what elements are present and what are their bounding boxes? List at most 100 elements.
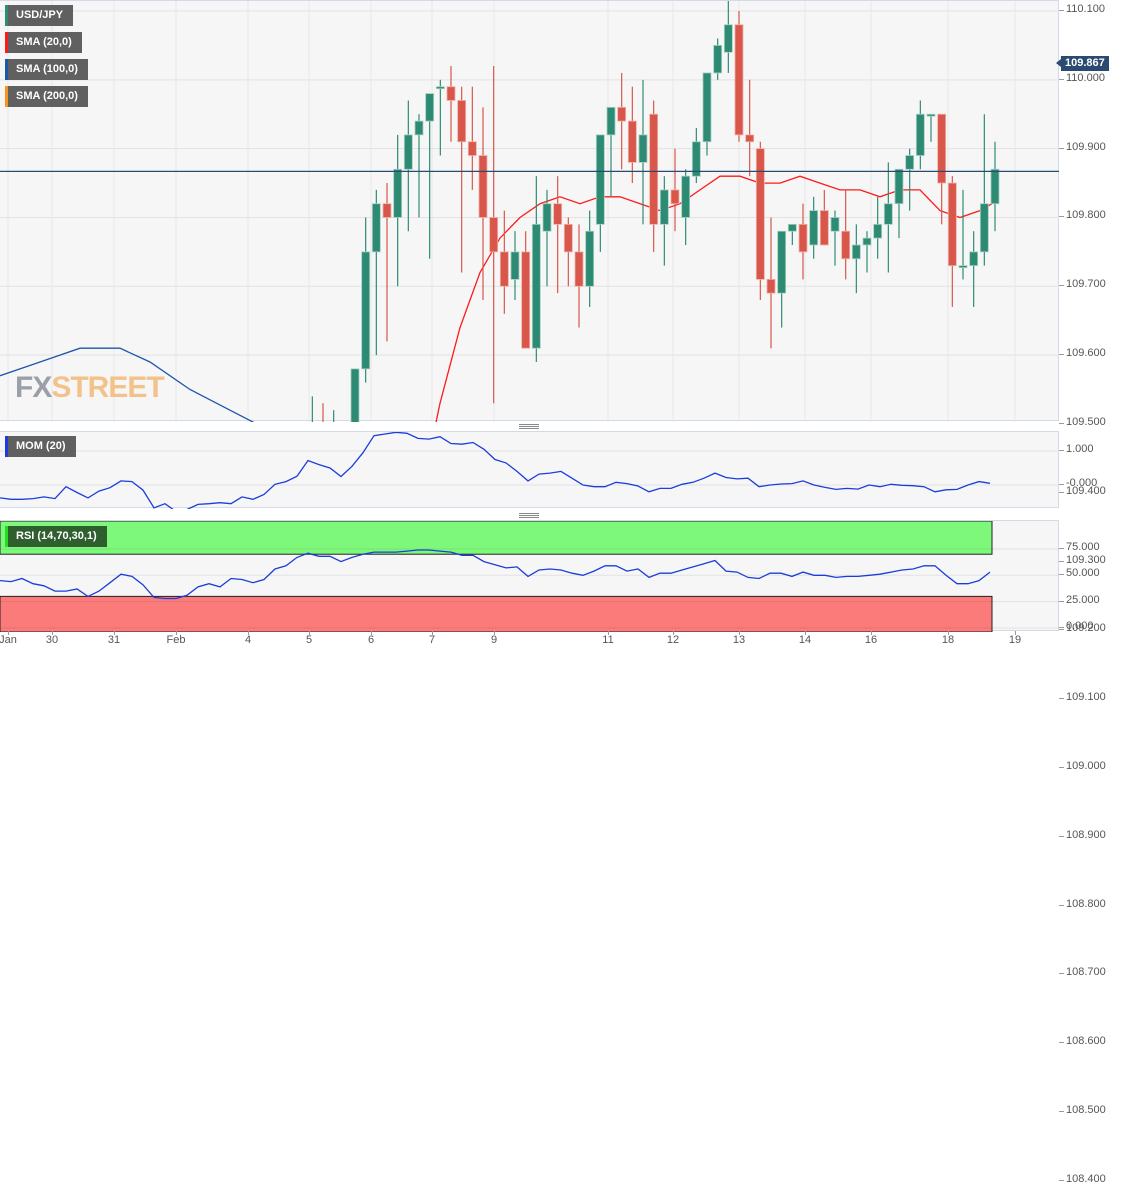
rsi-plot[interactable] <box>0 521 1059 632</box>
rsi-tick-label: 0.000 <box>1066 620 1094 632</box>
time-tick <box>176 631 177 635</box>
legend-rsi[interactable]: RSI (14,70,30,1) <box>5 526 107 547</box>
price-tick-label: 109.000 <box>1066 760 1106 773</box>
price-tick <box>1059 147 1064 149</box>
price-tick-label: 108.400 <box>1066 1172 1106 1185</box>
time-tick <box>114 631 115 635</box>
price-tick <box>1059 422 1064 424</box>
price-tick <box>1059 216 1064 218</box>
time-tick-label: 16 <box>864 634 878 646</box>
time-tick <box>608 631 609 635</box>
time-tick-label: Jan <box>0 634 17 646</box>
time-tick-label: 7 <box>428 634 436 646</box>
legend-mom[interactable]: MOM (20) <box>5 436 76 457</box>
time-tick <box>871 631 872 635</box>
legend-symbol[interactable]: USD/JPY <box>5 5 74 26</box>
mom-tick-label: 1.000 <box>1066 443 1094 455</box>
time-tick-label: Feb <box>166 634 186 646</box>
mom-tick <box>1059 450 1064 451</box>
price-tick-label: 109.600 <box>1066 347 1106 360</box>
pane-resize-handle-mom[interactable] <box>519 424 539 429</box>
price-tick <box>1059 1111 1064 1113</box>
time-tick <box>805 631 806 635</box>
price-tick-label: 108.900 <box>1066 828 1106 841</box>
price-tick <box>1059 354 1064 356</box>
time-tick <box>494 631 495 635</box>
time-tick-label: 9 <box>490 634 498 646</box>
time-tick-label: 18 <box>941 634 955 646</box>
price-tick <box>1059 698 1064 700</box>
time-tick-label: 6 <box>367 634 375 646</box>
price-chart-panel[interactable]: FXSTREET <box>0 0 1059 422</box>
candlestick-plot[interactable] <box>0 1 1059 422</box>
price-tick-label: 110.000 <box>1066 71 1105 84</box>
price-tick <box>1059 491 1064 493</box>
price-tick-label: 108.500 <box>1066 1104 1106 1117</box>
rsi-tick-label: 50.000 <box>1066 567 1100 580</box>
price-tick-label: 108.700 <box>1066 966 1106 979</box>
price-tick-label: 109.100 <box>1066 691 1106 704</box>
legend-sma20[interactable]: SMA (20,0) <box>5 32 82 53</box>
time-tick-label: 12 <box>666 634 680 646</box>
symbol-swatch <box>5 5 8 26</box>
price-tick-label: 109.400 <box>1066 484 1106 497</box>
time-tick <box>52 631 53 635</box>
time-tick <box>371 631 372 635</box>
legend-sma100[interactable]: SMA (100,0) <box>5 59 88 80</box>
time-tick <box>948 631 949 635</box>
time-tick-label: 14 <box>798 634 812 646</box>
rsi-tick-label: 25.000 <box>1066 593 1100 606</box>
sma20-swatch <box>5 32 8 53</box>
momentum-panel[interactable] <box>0 431 1059 509</box>
price-tick <box>1059 1179 1064 1181</box>
price-tick <box>1059 767 1064 769</box>
price-tick <box>1059 1042 1064 1044</box>
momentum-plot[interactable] <box>0 432 1059 509</box>
price-tick <box>1059 285 1064 287</box>
price-tick-label: 109.500 <box>1066 415 1106 428</box>
rsi-tick <box>1059 600 1064 602</box>
price-tick-label: 109.900 <box>1066 140 1106 153</box>
time-tick-label: 4 <box>244 634 252 646</box>
rsi-tick <box>1059 627 1064 628</box>
price-tick-label: 109.700 <box>1066 278 1106 291</box>
price-tick <box>1059 10 1064 11</box>
price-tick-label: 109.200 <box>1066 622 1106 635</box>
price-tick <box>1059 629 1064 631</box>
rsi-panel[interactable] <box>0 520 1059 632</box>
time-tick <box>1015 631 1016 635</box>
time-tick <box>432 631 433 635</box>
fxstreet-logo: FXSTREET <box>15 371 165 404</box>
price-tick-label: 110.100 <box>1066 3 1105 15</box>
sma100-swatch <box>5 59 8 80</box>
rsi-tick <box>1059 574 1064 576</box>
time-tick-label: 5 <box>305 634 313 646</box>
mom-tick-label: -0.000 <box>1066 477 1098 489</box>
price-tick-label: 108.800 <box>1066 897 1106 910</box>
time-tick-label: 11 <box>602 634 614 646</box>
rsi-tick-label: 75.000 <box>1066 540 1100 553</box>
time-tick-label: 19 <box>1008 634 1022 646</box>
time-tick <box>673 631 674 635</box>
time-tick <box>739 631 740 635</box>
price-tick <box>1059 973 1064 975</box>
time-tick <box>309 631 310 635</box>
price-tick-label: 109.300 <box>1066 553 1106 566</box>
time-tick-label: 30 <box>45 634 59 646</box>
rsi-swatch <box>5 526 8 547</box>
time-tick <box>8 631 9 635</box>
price-tick <box>1059 904 1064 906</box>
price-tick <box>1059 560 1064 562</box>
price-tick <box>1059 835 1064 837</box>
mom-tick <box>1059 484 1064 485</box>
pane-resize-handle-rsi[interactable] <box>519 513 539 518</box>
price-tick-label: 108.600 <box>1066 1035 1106 1048</box>
mom-swatch <box>5 436 8 457</box>
price-tick <box>1059 78 1064 80</box>
current-price-tag: 109.867 <box>1056 56 1109 71</box>
time-tick-label: 13 <box>732 634 746 646</box>
sma200-swatch <box>5 86 8 107</box>
time-tick <box>248 631 249 635</box>
legend-sma200[interactable]: SMA (200,0) <box>5 86 88 107</box>
rsi-tick <box>1059 547 1064 549</box>
